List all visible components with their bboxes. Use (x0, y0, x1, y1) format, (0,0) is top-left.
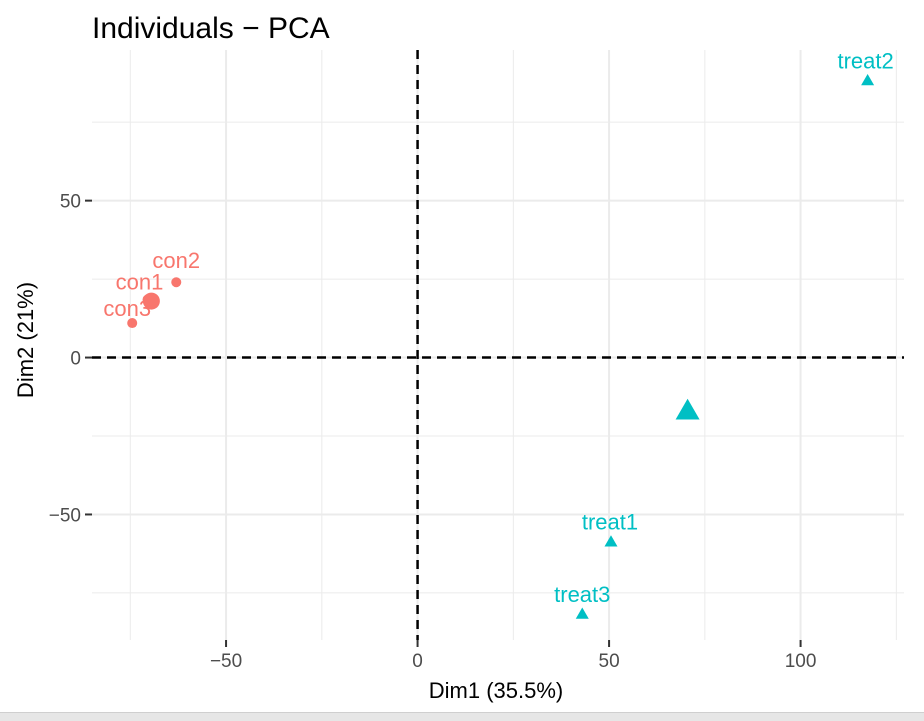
point-label: treat2 (837, 48, 893, 73)
point-label: con3 (103, 296, 151, 321)
reference-lines (92, 50, 904, 640)
x-tick-label: 100 (785, 651, 817, 672)
data-point (604, 535, 618, 547)
data-point (861, 73, 875, 86)
grid-lines (92, 50, 904, 640)
y-axis-label: Dim2 (21%) (13, 282, 38, 398)
y-tick-label: −50 (49, 505, 81, 526)
data-point (575, 607, 589, 619)
data-point (171, 277, 182, 288)
point-label: treat1 (582, 510, 638, 535)
x-tick-label: 0 (412, 651, 423, 672)
axes: −50 0 50 100 −50 0 50 (49, 192, 817, 672)
chart-title: Individuals − PCA (92, 12, 330, 45)
point-label: con1 (116, 269, 164, 294)
y-tick-label: 50 (60, 192, 81, 213)
point-label: con2 (152, 248, 200, 273)
window-bottom-edge (0, 712, 924, 721)
y-tick-label: 0 (70, 349, 81, 370)
data-marks (127, 73, 875, 619)
centroid-marker (675, 398, 700, 420)
x-tick-label: 50 (599, 651, 620, 672)
data-point (142, 294, 153, 305)
x-axis-label: Dim1 (35.5%) (429, 678, 563, 703)
data-point (127, 318, 138, 329)
point-label: treat3 (554, 582, 610, 607)
x-tick-label: −50 (210, 651, 242, 672)
